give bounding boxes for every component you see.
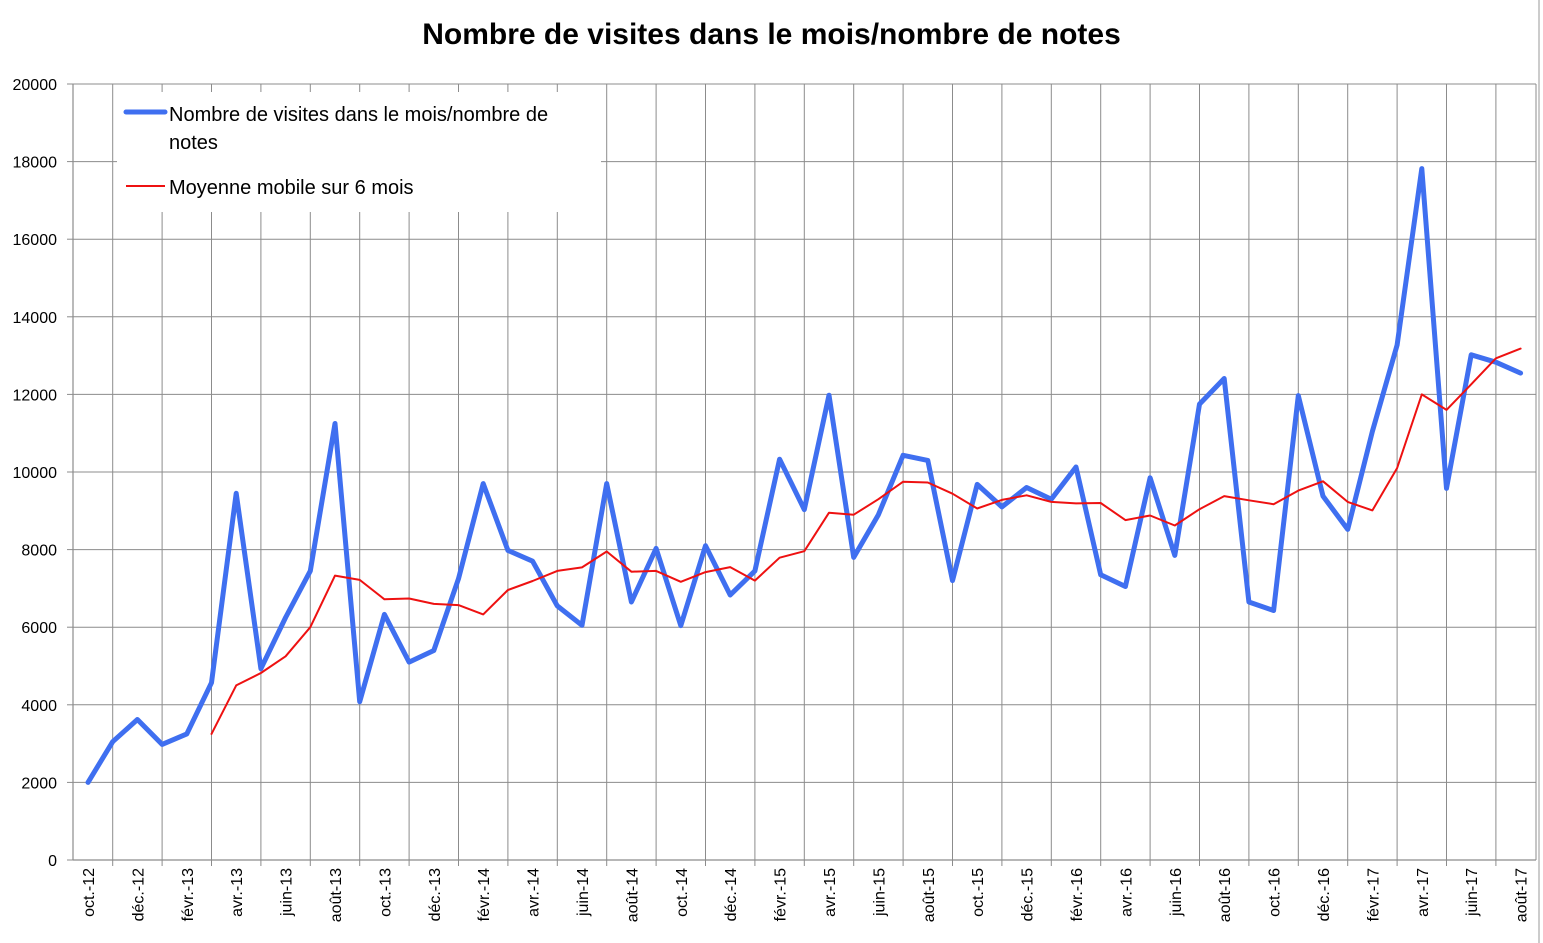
y-tick-labels: 0 2000 4000 6000 8000 10000 12000 14000 16000 180… [13,77,58,870]
x-tick-label: août-14 [624,868,641,922]
y-tick-label: 20000 [13,77,58,94]
legend-label-visits: Nombre de visites dans le mois/nombre de [169,104,548,126]
x-tick-label: juin-13 [279,868,296,917]
x-tick-label: avr.-17 [1415,868,1432,917]
series-line-moving-average [210,347,1522,735]
x-tick-label: oct.-16 [1267,868,1284,917]
x-tick-label: déc.-12 [130,868,147,921]
x-tick-label: juin-15 [871,868,888,917]
x-tick-label: août-13 [328,868,345,922]
x-tick-label: déc.-15 [1020,868,1037,921]
y-tick-label: 6000 [21,620,57,637]
x-tick-label: déc.-13 [427,868,444,921]
x-tick-label: août-15 [921,868,938,922]
x-tick-label: oct.-13 [377,868,394,917]
x-tick-label: oct.-14 [674,868,691,917]
y-tick-label: 4000 [21,698,57,715]
y-tick-label: 8000 [21,543,57,560]
x-tick-label: févr.-17 [1365,868,1382,921]
x-tick-label: févr.-13 [180,868,197,921]
x-tick-label: déc.-14 [723,868,740,921]
x-tick-label: avr.-14 [526,868,543,917]
y-tick-label: 14000 [13,310,58,327]
legend-label-visits-line2: notes [169,132,218,154]
x-tick-label: avr.-15 [822,868,839,917]
x-tick-label: févr.-14 [476,868,493,921]
series-lines [85,166,1524,785]
x-tick-label: juin-16 [1168,868,1185,917]
x-tick-label: oct.-15 [970,868,987,917]
x-tick-label: août-17 [1514,868,1531,922]
x-tick-label: oct.-12 [81,868,98,917]
x-tick-label: avr.-13 [229,868,246,917]
x-tick-label: juin-14 [575,868,592,917]
legend-label-moving-average: Moyenne mobile sur 6 mois [169,177,414,199]
y-tick-label: 2000 [21,775,57,792]
y-tick-label: 16000 [13,232,58,249]
x-tick-labels: oct.-12 déc.-12 févr.-13 avr.-13 juin-13 août… [81,868,1531,922]
axes [67,83,1536,866]
y-tick-label: 18000 [13,155,58,172]
legend-box [117,92,601,212]
y-tick-label: 12000 [13,387,58,404]
x-tick-label: févr.-15 [773,868,790,921]
x-tick-label: août-16 [1217,868,1234,922]
x-tick-label: juin-17 [1464,868,1481,917]
chart-title: Nombre de visites dans le mois/nombre de… [422,18,1121,51]
x-tick-label: févr.-16 [1069,868,1086,921]
legend: Nombre de visites dans le mois/nombre de… [117,92,601,212]
x-tick-label: avr.-16 [1118,868,1135,917]
y-tick-label: 10000 [13,465,58,482]
y-tick-label: 0 [48,853,57,870]
x-tick-label: déc.-16 [1316,868,1333,921]
